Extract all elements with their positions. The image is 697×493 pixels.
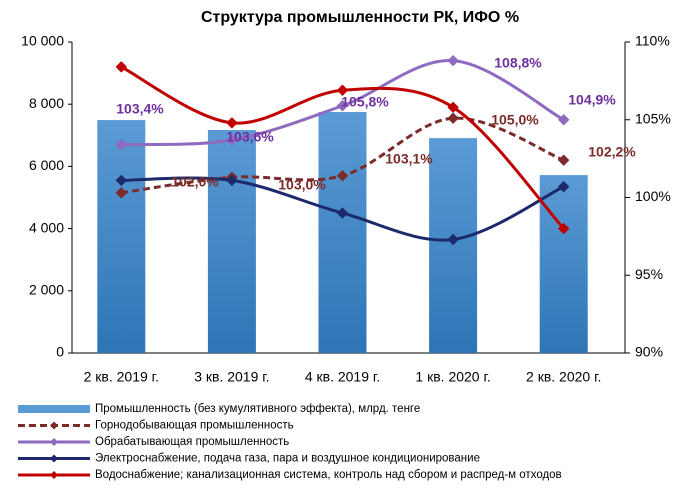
x-tick-label: 2 кв. 2020 г. bbox=[526, 369, 601, 385]
marker bbox=[226, 117, 238, 129]
marker bbox=[115, 187, 128, 199]
bar bbox=[318, 111, 367, 353]
annotation: 102,2% bbox=[588, 144, 636, 160]
annotation: 105,0% bbox=[491, 112, 539, 128]
marker bbox=[115, 61, 128, 73]
marker bbox=[557, 154, 570, 166]
y2-tick-label: 90% bbox=[635, 344, 663, 360]
marker bbox=[226, 174, 238, 187]
bar bbox=[539, 175, 588, 353]
annotation: 103,0% bbox=[278, 177, 326, 193]
marker bbox=[447, 54, 459, 67]
annotation: 104,9% bbox=[568, 92, 616, 108]
marker bbox=[226, 134, 238, 146]
marker bbox=[557, 222, 570, 235]
marker bbox=[336, 170, 349, 182]
bar bbox=[429, 138, 478, 353]
y-tick-label: 8 000 bbox=[29, 95, 64, 111]
x-tick-label: 2 кв. 2019 г. bbox=[84, 369, 159, 385]
bar bbox=[97, 120, 146, 353]
y-tick-label: 2 000 bbox=[29, 282, 64, 298]
chart-title: Структура промышленности РК, ИФО % bbox=[201, 9, 519, 26]
annotation: 108,8% bbox=[494, 55, 542, 71]
marker bbox=[557, 114, 570, 126]
x-tick-label: 3 кв. 2019 г. bbox=[194, 369, 269, 385]
legend-marker bbox=[50, 454, 58, 463]
legend-swatch bbox=[18, 405, 90, 413]
y2-tick-label: 105% bbox=[635, 110, 671, 126]
marker bbox=[557, 180, 570, 193]
marker bbox=[336, 207, 349, 219]
y2-tick-label: 100% bbox=[635, 188, 671, 204]
legend-marker bbox=[50, 421, 58, 430]
marker bbox=[447, 112, 459, 124]
legend-label: Промышленность (без кумулятивного эффект… bbox=[95, 403, 420, 415]
y-tick-label: 10 000 bbox=[21, 33, 64, 49]
y2-tick-label: 95% bbox=[635, 266, 663, 282]
y-tick-label: 4 000 bbox=[29, 219, 64, 235]
annotation: 103,6% bbox=[226, 129, 274, 145]
marker bbox=[115, 138, 128, 151]
annotation: 102,0% bbox=[171, 174, 219, 190]
marker bbox=[336, 100, 349, 112]
annotation: 103,4% bbox=[116, 101, 164, 117]
marker bbox=[447, 101, 459, 114]
legend-marker bbox=[50, 471, 58, 479]
legend-label: Горнодобывающая промышленность bbox=[95, 420, 294, 432]
y-tick-label: 0 bbox=[56, 344, 64, 360]
bar bbox=[207, 130, 256, 353]
x-tick-label: 1 кв. 2020 г. bbox=[415, 369, 490, 385]
marker bbox=[336, 84, 349, 96]
legend-label: Обрабатывающая промышленность bbox=[95, 436, 289, 448]
annotation: 105,8% bbox=[341, 94, 389, 110]
legend-label: Водоснабжение; канализационная система, … bbox=[95, 469, 562, 481]
y-tick-label: 6 000 bbox=[29, 157, 64, 173]
marker bbox=[115, 174, 128, 187]
x-tick-label: 4 кв. 2019 г. bbox=[305, 369, 380, 385]
annotation: 103,1% bbox=[385, 151, 433, 167]
marker bbox=[447, 233, 459, 246]
y2-tick-label: 110% bbox=[635, 33, 670, 49]
legend-marker bbox=[50, 438, 58, 446]
legend-label: Электроснабжение, подача газа, пара и во… bbox=[95, 453, 480, 465]
